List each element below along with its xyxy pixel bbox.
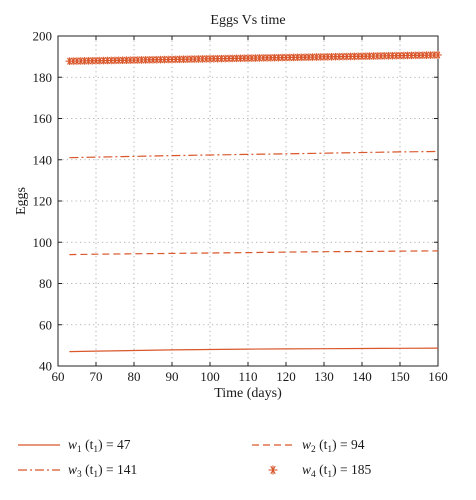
x-tick-label: 100 (200, 369, 220, 384)
y-tick-label: 60 (39, 317, 52, 332)
y-tick-label: 140 (33, 152, 53, 167)
legend-label-1: w1 (t1) = 47 (68, 437, 131, 455)
y-tick-label: 80 (39, 276, 52, 291)
x-tick-label: 60 (52, 369, 65, 384)
legend-item-4: w4 (t1) = 185 (268, 462, 371, 480)
x-axis-title: Time (days) (214, 386, 282, 401)
legend: w1 (t1) = 47 w2 (t1) = 94 w3 (t1) = 141 w4 … (18, 437, 371, 480)
x-tick-label: 150 (390, 369, 410, 384)
x-tick-label: 130 (314, 369, 334, 384)
series-4-markers (65, 51, 442, 65)
legend-label-4: w4 (t1) = 185 (302, 462, 371, 480)
x-tick-label: 80 (128, 369, 141, 384)
legend-item-3: w3 (t1) = 141 (18, 462, 137, 480)
x-tick-label: 140 (352, 369, 372, 384)
axis-ticks: 60 70 80 90 100 110 120 130 140 150 16040608010012… (33, 29, 448, 385)
legend-marker-4 (268, 465, 278, 475)
legend-item-1: w1 (t1) = 47 (18, 437, 131, 455)
y-tick-label: 160 (33, 111, 53, 126)
y-tick-label: 180 (33, 70, 53, 85)
chart-title: Eggs Vs time (210, 13, 285, 28)
y-tick-label: 40 (39, 359, 52, 374)
legend-label-2: w2 (t1) = 94 (302, 437, 365, 455)
legend-item-2: w2 (t1) = 94 (252, 437, 365, 455)
series-2-line (69, 250, 439, 256)
y-tick-label: 100 (33, 235, 53, 250)
x-tick-label: 160 (428, 369, 448, 384)
x-tick-label: 110 (238, 369, 257, 384)
series-1-line (69, 347, 439, 353)
x-tick-label: 120 (276, 369, 296, 384)
y-tick-label: 120 (33, 194, 53, 209)
x-tick-label: 70 (90, 369, 103, 384)
y-axis-title: Eggs (14, 187, 29, 215)
legend-label-3: w3 (t1) = 141 (68, 462, 137, 480)
grid (58, 36, 438, 366)
series-group (65, 51, 442, 353)
y-tick-label: 200 (33, 29, 53, 44)
series-3-line (69, 150, 439, 159)
series-4-point (434, 51, 442, 59)
x-tick-label: 90 (166, 369, 179, 384)
